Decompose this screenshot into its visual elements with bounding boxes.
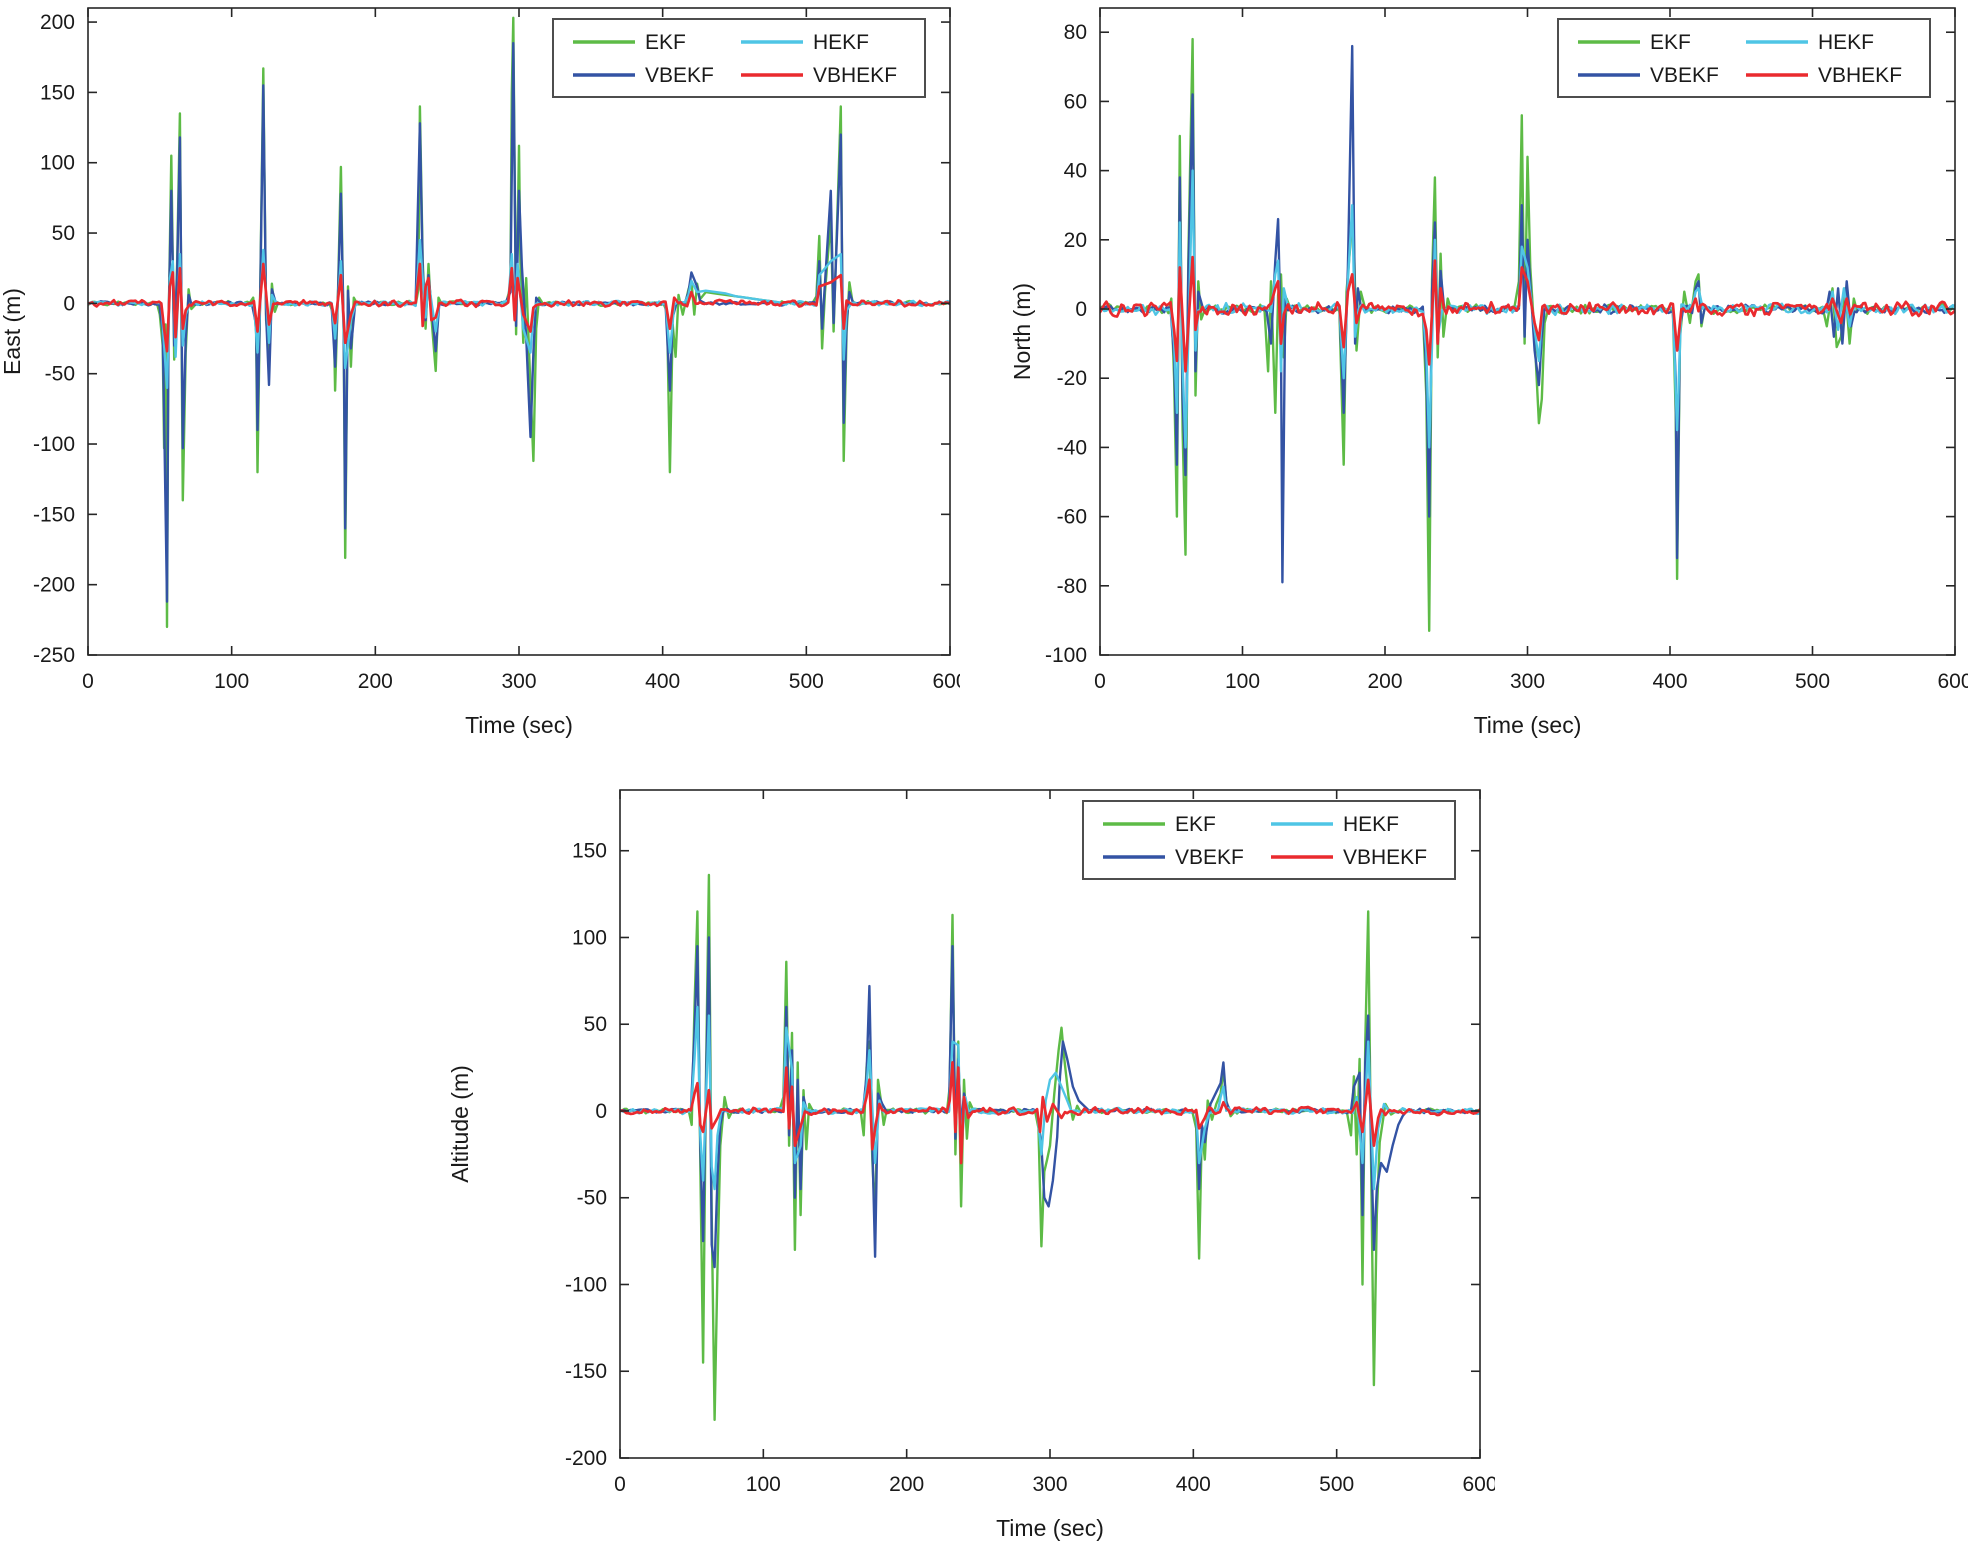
legend-box: [1557, 18, 1931, 98]
legend-label-vbekf: VBEKF: [1650, 64, 1719, 87]
legend-label-vbhekf: VBHEKF: [813, 64, 897, 87]
y-axis-label: Altitude (m): [447, 1065, 473, 1183]
y-tick-label: -100: [1045, 644, 1087, 667]
x-tick-label: 0: [82, 670, 94, 693]
y-tick-label: -250: [33, 644, 75, 667]
legend-label-hekf: HEKF: [813, 31, 869, 54]
y-axis-label: North (m): [1009, 283, 1035, 380]
ekf-line: [1100, 37, 1955, 632]
y-tick-label: 50: [584, 1013, 607, 1036]
y-tick-label: 50: [52, 222, 75, 245]
y-tick-label: -60: [1057, 506, 1087, 529]
x-axis-label: Time (sec): [1474, 712, 1582, 738]
legend: EKF VBEKF HEKF VBHEKF: [552, 18, 926, 98]
x-tick-label: 600: [1462, 1473, 1495, 1496]
y-tick-label: -100: [565, 1273, 607, 1296]
legend: EKF VBEKF HEKF VBHEKF: [1557, 18, 1931, 98]
x-tick-label: 200: [889, 1473, 924, 1496]
x-tick-label: 400: [645, 670, 680, 693]
legend-label-vbhekf: VBHEKF: [1818, 64, 1902, 87]
series-lines: [88, 16, 950, 629]
y-tick-label: 20: [1064, 229, 1087, 252]
legend-label-hekf: HEKF: [1818, 31, 1874, 54]
y-tick-label: -50: [45, 363, 75, 386]
y-tick-label: -150: [565, 1360, 607, 1383]
legend-label-ekf: EKF: [645, 31, 686, 54]
x-tick-label: 300: [501, 670, 536, 693]
x-axis-label: Time (sec): [996, 1515, 1104, 1541]
y-tick-label: -100: [33, 433, 75, 456]
legend-label-ekf: EKF: [1175, 813, 1216, 836]
x-tick-label: 400: [1176, 1473, 1211, 1496]
north-error-chart: 0 100 200 300 400 500 600 -100 -80 -60 -40 -20 0 20 40…: [1008, 0, 1968, 753]
altitude-plot: 0 100 200 300 400 500 600 -200 -150 -100 -50 0 50 100…: [447, 789, 1498, 1541]
x-axis-label: Time (sec): [465, 712, 573, 738]
y-tick-label: 60: [1064, 90, 1087, 113]
legend-label-ekf: EKF: [1650, 31, 1691, 54]
series-lines: [1100, 37, 1955, 632]
legend-label-hekf: HEKF: [1343, 813, 1399, 836]
x-tick-label: 200: [1367, 670, 1402, 693]
x-tick-label: 500: [1795, 670, 1830, 693]
y-tick-label: 100: [40, 152, 75, 175]
x-tick-label: 0: [1094, 670, 1106, 693]
axes-box: [1099, 7, 1956, 656]
ekf-line: [620, 873, 1480, 1421]
y-tick-label: 0: [595, 1100, 607, 1123]
y-tick-label: -20: [1057, 367, 1087, 390]
x-tick-label: 300: [1032, 1473, 1067, 1496]
x-tick-label: 200: [358, 670, 393, 693]
y-tick-label: -80: [1057, 575, 1087, 598]
y-tick-label: 40: [1064, 160, 1087, 183]
x-tick-label: 400: [1652, 670, 1687, 693]
legend-box: [1082, 800, 1456, 880]
hekf-line: [620, 1005, 1480, 1191]
y-tick-label: 150: [40, 81, 75, 104]
x-tick-label: 300: [1510, 670, 1545, 693]
x-tick-label: 100: [1225, 670, 1260, 693]
legend-label-vbekf: VBEKF: [645, 64, 714, 87]
x-tick-label: 600: [1937, 670, 1968, 693]
vbhekf-line: [620, 1061, 1480, 1165]
vbhekf-line: [88, 262, 950, 353]
legend-label-vbekf: VBEKF: [1175, 846, 1244, 869]
y-tick-label: 0: [1075, 298, 1087, 321]
x-tick-label: 0: [614, 1473, 626, 1496]
vbekf-line: [88, 42, 950, 603]
y-tick-label: 150: [572, 840, 607, 863]
legend-box: [552, 18, 926, 98]
y-tick-label: -50: [577, 1187, 607, 1210]
series-lines: [620, 873, 1480, 1421]
legend-label-vbhekf: VBHEKF: [1343, 846, 1427, 869]
legend: EKF VBEKF HEKF VBHEKF: [1082, 800, 1456, 880]
x-tick-label: 500: [1319, 1473, 1354, 1496]
vbekf-line: [620, 936, 1480, 1269]
y-tick-label: 200: [40, 11, 75, 34]
y-axis-label: East (m): [0, 288, 25, 375]
y-tick-label: 80: [1064, 21, 1087, 44]
y-tick-label: 100: [572, 926, 607, 949]
east-plot: 0 100 200 300 400 500 600 -250 -200 -150 -100 -50 0 5…: [0, 7, 968, 738]
x-tick-label: 500: [789, 670, 824, 693]
y-tick-label: 0: [63, 292, 75, 315]
x-tick-label: 600: [932, 670, 960, 693]
east-error-chart: 0 100 200 300 400 500 600 -250 -200 -150 -100 -50 0 5…: [0, 0, 968, 753]
y-tick-label: -150: [33, 503, 75, 526]
x-tick-label: 100: [746, 1473, 781, 1496]
x-tick-label: 100: [214, 670, 249, 693]
north-plot: 0 100 200 300 400 500 600 -100 -80 -60 -40 -20 0 20 40…: [1009, 7, 1968, 738]
altitude-error-chart: 0 100 200 300 400 500 600 -200 -150 -100 -50 0 50 100…: [420, 782, 1498, 1555]
y-tick-label: -200: [33, 574, 75, 597]
y-tick-label: -40: [1057, 436, 1087, 459]
vbhekf-line: [1100, 255, 1955, 373]
y-tick-label: -200: [565, 1447, 607, 1470]
